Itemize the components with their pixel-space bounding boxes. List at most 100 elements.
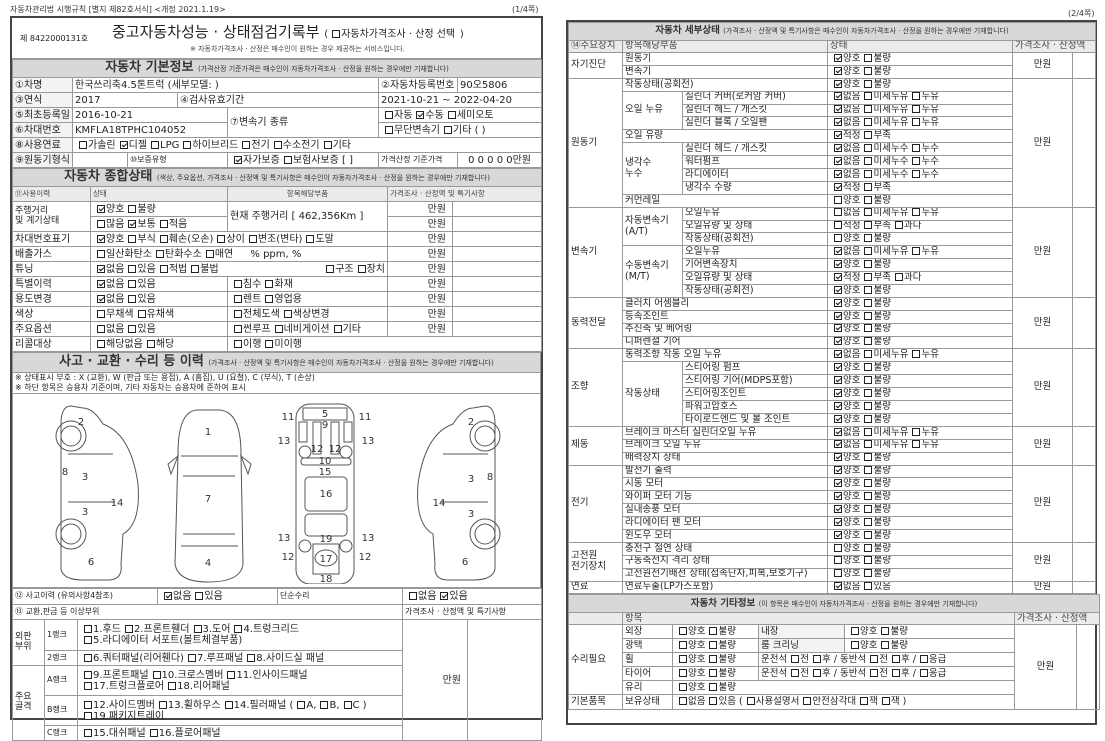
checkbox-option[interactable]: 없음 (93, 279, 124, 290)
checked-box-icon[interactable] (834, 414, 842, 423)
checkbox-option[interactable]: 불량 (877, 640, 908, 651)
checkbox-option[interactable]: 불량 (860, 479, 891, 489)
checkbox-icon[interactable] (864, 504, 873, 513)
price-note[interactable] (451, 261, 543, 277)
checkbox-option[interactable]: 해당 (143, 339, 174, 350)
checkbox-icon[interactable] (679, 654, 687, 663)
checkbox-icon[interactable] (128, 279, 137, 288)
checkbox-icon[interactable] (912, 143, 921, 152)
checked-box-icon[interactable] (834, 182, 842, 191)
checkbox-option[interactable]: B, (316, 700, 340, 711)
checkbox-option[interactable]: 15.대쉬패널 (80, 728, 146, 739)
checkbox-icon[interactable] (834, 234, 842, 243)
checkbox-option[interactable]: 불량 (705, 640, 736, 651)
checkbox-option[interactable]: 부식 (124, 234, 156, 245)
checkbox-icon[interactable] (812, 654, 821, 663)
checkbox-option[interactable]: 불량 (860, 453, 891, 463)
checkbox-option[interactable]: 사용설명서 (743, 696, 799, 707)
checkbox-icon[interactable] (912, 156, 921, 165)
checkbox-icon[interactable] (891, 668, 900, 677)
checkbox-icon[interactable] (84, 636, 92, 644)
checkbox-option[interactable]: 불량 (860, 569, 891, 579)
checked-box-icon[interactable] (440, 592, 449, 600)
checkbox-option[interactable]: 누수 (908, 156, 939, 167)
price-note[interactable] (1071, 464, 1097, 543)
checked-box-icon[interactable] (834, 440, 842, 449)
checkbox-option[interactable]: 무채색 (93, 309, 134, 320)
checkbox-option[interactable]: 이행 (230, 339, 261, 350)
checkbox-icon[interactable] (864, 66, 873, 75)
checkbox-option[interactable]: 불량 (860, 337, 891, 347)
checkbox-option[interactable]: 있음 (860, 582, 891, 592)
checkbox-icon[interactable] (265, 294, 274, 303)
price-check-option[interactable]: 자동차가격조사 · 산정 선택 (328, 29, 455, 40)
checkbox-icon[interactable] (864, 530, 873, 539)
checkbox-option[interactable]: 후 / (888, 668, 916, 679)
checkbox-icon[interactable] (97, 339, 105, 348)
checkbox-icon[interactable] (864, 479, 873, 488)
checked-box-icon[interactable] (834, 375, 842, 384)
checked-box-icon[interactable] (834, 156, 842, 165)
checkbox-option[interactable]: 양호 (847, 640, 877, 651)
checkbox-icon[interactable] (864, 466, 873, 475)
checkbox-option[interactable]: 18.리어패널 (164, 681, 230, 692)
checkbox-icon[interactable] (97, 309, 105, 318)
checkbox-option[interactable]: 11.인사이드패널 (223, 670, 308, 681)
checkbox-option[interactable]: 없음 (830, 118, 860, 128)
checkbox-option[interactable]: 미세누수 (860, 170, 908, 180)
checkbox-icon[interactable] (343, 700, 352, 709)
checkbox-icon[interactable] (851, 640, 859, 649)
checkbox-option[interactable]: 양호 (830, 311, 860, 321)
checkbox-option[interactable]: 양호 (830, 195, 860, 205)
checkbox-icon[interactable] (912, 169, 921, 178)
checkbox-option[interactable]: 불량 (860, 298, 891, 308)
checkbox-icon[interactable] (128, 204, 137, 213)
checkbox-icon[interactable] (864, 569, 873, 578)
price-note[interactable] (451, 276, 543, 292)
checkbox-option[interactable]: 14.필러패널 ( (221, 700, 293, 711)
checkbox-icon[interactable] (881, 697, 890, 706)
checked-box-icon[interactable] (834, 492, 842, 500)
checkbox-option[interactable]: 불량 (705, 682, 736, 693)
checkbox-option[interactable]: 세미오토 (444, 110, 494, 121)
checkbox-option[interactable]: 없음 (93, 294, 124, 305)
checkbox-icon[interactable] (864, 543, 873, 552)
checkbox-icon[interactable] (128, 324, 137, 333)
checkbox-icon[interactable] (709, 682, 718, 691)
checkbox-option[interactable]: 누유 (908, 427, 939, 437)
checked-box-icon[interactable] (834, 504, 842, 513)
checked-box-icon[interactable] (97, 234, 105, 243)
checkbox-icon[interactable] (864, 143, 873, 152)
checkbox-icon[interactable] (864, 285, 873, 294)
checkbox-option[interactable]: 있음 (191, 591, 223, 602)
checkbox-option[interactable]: 미세누유 (860, 440, 908, 450)
checkbox-option[interactable]: 불량 (705, 668, 736, 679)
checkbox-option[interactable]: 구조 (322, 264, 354, 275)
checkbox-icon[interactable] (912, 208, 921, 217)
checkbox-option[interactable]: 잭 ) (878, 696, 906, 707)
checkbox-option[interactable]: 자가보증 (230, 155, 280, 166)
checkbox-icon[interactable] (84, 670, 92, 679)
checkbox-icon[interactable] (864, 131, 873, 140)
checkbox-option[interactable]: 불량 (860, 389, 891, 399)
checkbox-option[interactable]: 부족 (860, 273, 891, 283)
checkbox-option[interactable]: 있음 (436, 591, 468, 602)
checkbox-option[interactable]: 유채색 (134, 309, 174, 320)
checkbox-option[interactable]: 6.쿼터패널(리어휀다) (80, 653, 184, 664)
checkbox-option[interactable]: 불량 (860, 543, 891, 553)
checkbox-option[interactable]: 누수 (908, 143, 939, 154)
checkbox-option[interactable]: 부족 (860, 182, 891, 192)
checkbox-option[interactable]: 3.도어 (190, 624, 230, 635)
checkbox-option[interactable]: 잭 (856, 696, 878, 707)
checked-box-icon[interactable] (834, 427, 842, 436)
checkbox-option[interactable]: 누유 (908, 105, 939, 115)
checkbox-icon[interactable] (274, 324, 283, 333)
checkbox-icon[interactable] (812, 668, 821, 677)
checked-box-icon[interactable] (834, 92, 842, 101)
checkbox-option[interactable]: 있음 ( (705, 696, 743, 707)
checkbox-icon[interactable] (912, 105, 921, 114)
checkbox-icon[interactable] (283, 309, 292, 318)
checkbox-icon[interactable] (912, 247, 921, 256)
checkbox-icon[interactable] (679, 697, 687, 706)
checked-box-icon[interactable] (834, 79, 842, 88)
